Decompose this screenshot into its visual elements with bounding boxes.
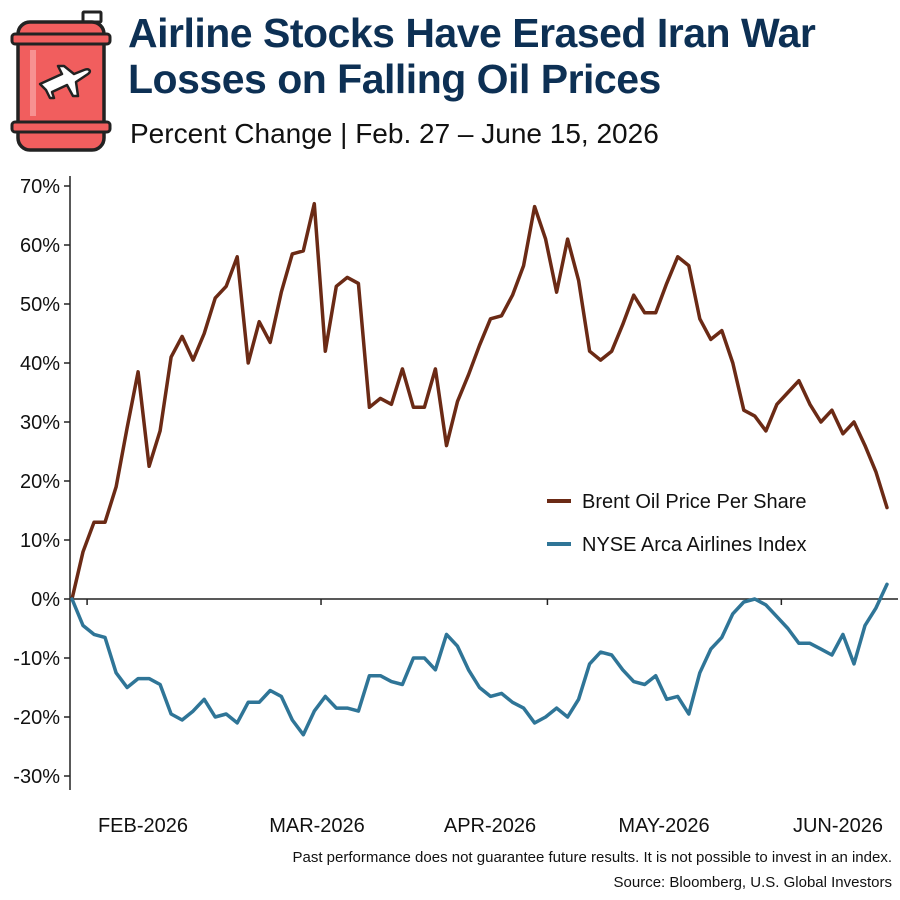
- x-tick-label: MAY-2026: [618, 815, 709, 837]
- y-axis: 70% 60% 50% 40% 30% 20% 10% 0% -10% -20% -30%: [13, 176, 71, 790]
- airlines-index-series-line: [70, 582, 889, 737]
- x-tick-label: FEB-2026: [98, 815, 188, 837]
- y-tick-label: -20%: [13, 707, 60, 729]
- y-tick-label: -10%: [13, 648, 60, 670]
- y-tick-label: 60%: [20, 235, 60, 257]
- y-tick-label: 20%: [20, 471, 60, 493]
- legend: Brent Oil Price Per Share NYSE Arca Airli…: [547, 491, 807, 556]
- y-tick-label: 10%: [20, 530, 60, 552]
- chart-subtitle: Percent Change | Feb. 27 – June 15, 2026: [130, 118, 659, 149]
- page-title: Airline Stocks Have Erased Iran War Loss…: [128, 10, 898, 102]
- y-tick-label: 70%: [20, 176, 60, 198]
- series-layer: [70, 201, 889, 737]
- x-tick-label: APR-2026: [444, 815, 536, 837]
- y-tick-label: 30%: [20, 412, 60, 434]
- legend-item-brent: Brent Oil Price Per Share: [547, 491, 807, 513]
- y-tick-label: 40%: [20, 353, 60, 375]
- legend-label: Brent Oil Price Per Share: [582, 491, 807, 513]
- x-tick-label: JUN-2026: [793, 815, 883, 837]
- brent-oil-series-line: [70, 201, 889, 601]
- x-axis: FEB-2026 MAR-2026 APR-2026 MAY-2026 JUN-2026: [70, 598, 898, 837]
- x-tick-label: MAR-2026: [269, 815, 365, 837]
- y-tick-label: 0%: [31, 589, 60, 611]
- disclaimer-text: Past performance does not guarantee futu…: [292, 849, 892, 866]
- line-chart: 70% 60% 50% 40% 30% 20% 10% 0% -10% -20% -30% FEB-…: [13, 176, 898, 837]
- source-text: Source: Bloomberg, U.S. Global Investors: [613, 874, 892, 891]
- legend-label: NYSE Arca Airlines Index: [582, 534, 807, 556]
- y-tick-label: 50%: [20, 294, 60, 316]
- y-tick-label: -30%: [13, 766, 60, 788]
- oil-barrel-airplane-icon: [10, 10, 112, 152]
- title-line-2: Losses on Falling Oil Prices: [128, 56, 661, 102]
- chart-header: Airline Stocks Have Erased Iran War Loss…: [0, 0, 900, 160]
- title-line-1: Airline Stocks Have Erased Iran War: [128, 10, 816, 56]
- legend-item-airlines: NYSE Arca Airlines Index: [547, 534, 807, 556]
